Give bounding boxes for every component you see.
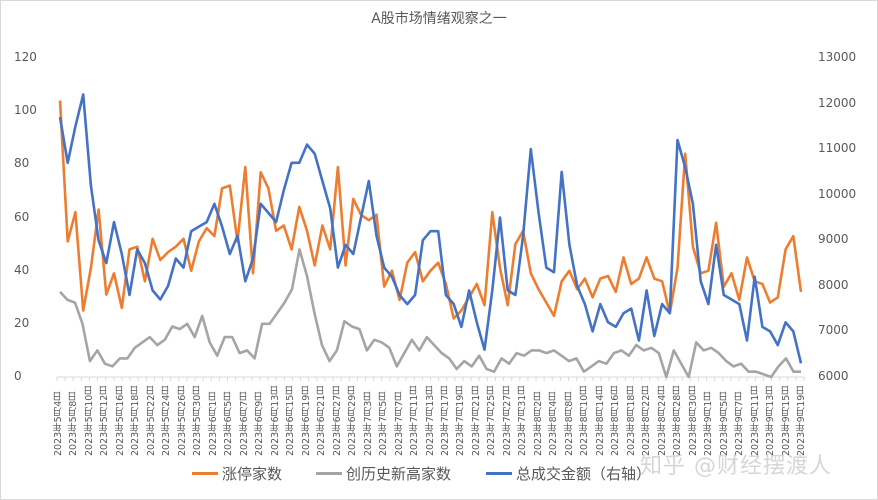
x-tick-label: 2023年6月9日: [254, 391, 266, 456]
x-tick-label: 2023年6月21日: [316, 385, 328, 456]
right-tick-label: 11000: [818, 141, 857, 156]
series-line-2: [58, 93, 803, 364]
x-tick-label: 2023年5月26日: [176, 385, 188, 456]
legend-swatch-gray: [316, 472, 342, 475]
left-tick-label: 20: [14, 315, 30, 330]
x-tick-label: 2023年8月2日: [532, 391, 544, 456]
x-tick-label: 2023年9月11日: [749, 385, 761, 456]
series-line-0: [58, 100, 803, 320]
x-tick-label: 2023年8月24日: [656, 385, 668, 456]
x-tick-label: 2023年8月22日: [641, 385, 653, 456]
legend-swatch-orange: [192, 472, 218, 475]
watermark: 知乎 @财经摆渡人: [640, 454, 832, 479]
x-tick-label: 2023年5月30日: [192, 385, 204, 456]
right-tick-label: 12000: [818, 95, 857, 110]
x-tick-label: 2023年8月18日: [625, 385, 637, 456]
x-tick-label: 2023年7月3日: [362, 391, 374, 456]
x-tick-label: 2023年6月1日: [207, 391, 219, 456]
right-tick-label: 13000: [818, 50, 857, 64]
left-tick-label: 0: [14, 369, 22, 383]
x-tick-label: 2023年5月8日: [68, 391, 80, 456]
x-tick-label: 2023年5月16日: [114, 385, 126, 456]
x-tick-label: 2023年8月30日: [687, 385, 699, 456]
right-tick-label: 10000: [818, 186, 857, 201]
x-tick-label: 2023年9月13日: [765, 385, 777, 456]
x-tick-label: 2023年7月19日: [455, 385, 467, 456]
x-tick-label: 2023年6月5日: [223, 391, 235, 456]
left-tick-label: 40: [14, 262, 30, 277]
x-tick-label: 2023年6月13日: [269, 385, 281, 456]
x-tick-label: 2023年6月15日: [285, 385, 297, 456]
x-tick-label: 2023年9月7日: [734, 391, 746, 456]
chart-title: A股市场情绪观察之一: [371, 11, 507, 27]
x-tick-label: 2023年8月28日: [672, 385, 684, 456]
right-tick-label: 8000: [818, 277, 849, 292]
left-tick-label: 80: [14, 156, 30, 171]
x-tick-label: 2023年5月4日: [53, 391, 64, 456]
left-tick-label: 60: [14, 209, 30, 224]
x-tick-label: 2023年8月4日: [548, 391, 560, 456]
x-tick-label: 2023年5月18日: [130, 385, 142, 456]
x-tick-label: 2023年7月11日: [409, 385, 421, 456]
x-tick-label: 2023年6月19日: [300, 385, 312, 456]
x-tick-label: 2023年7月31日: [517, 385, 529, 456]
x-tick-label: 2023年6月7日: [238, 391, 250, 456]
x-tick-label: 2023年5月12日: [99, 385, 111, 456]
x-tick-label: 2023年9月15日: [780, 385, 792, 456]
x-tick-label: 2023年9月1日: [703, 391, 715, 456]
x-tick-label: 2023年8月16日: [610, 385, 622, 456]
right-tick-label: 6000: [818, 369, 849, 383]
x-tick-label: 2023年8月14日: [594, 385, 606, 456]
legend-label: 总成交金额（右轴）: [516, 465, 652, 483]
x-tick-label: 2023年6月27日: [331, 385, 343, 456]
x-tick-label: 2023年7月21日: [470, 385, 482, 456]
legend-label: 涨停家数: [222, 465, 283, 483]
x-tick-label: 2023年6月29日: [347, 385, 359, 456]
x-tick-label: 2023年7月27日: [501, 385, 513, 456]
legend-label: 创历史新高家数: [346, 465, 452, 483]
x-tick-label: 2023年7月25日: [486, 385, 498, 456]
legend-item-new-highs: 创历史新高家数: [316, 463, 451, 484]
x-tick-label: 2023年7月13日: [424, 385, 436, 456]
x-tick-label: 2023年7月17日: [439, 385, 451, 456]
right-tick-label: 7000: [818, 323, 849, 338]
x-tick-label: 2023年9月5日: [718, 391, 730, 456]
legend-item-turnover: 总成交金额（右轴）: [486, 463, 651, 484]
x-tick-label: 2023年7月7日: [393, 391, 405, 456]
x-tick-label: 2023年5月10日: [83, 385, 95, 456]
x-tick-label: 2023年8月8日: [563, 391, 575, 456]
series-line-1: [59, 248, 801, 379]
legend-item-limit-up: 涨停家数: [192, 463, 282, 484]
legend: 涨停家数 创历史新高家数 总成交金额（右轴）: [0, 463, 878, 487]
x-tick-label: 2023年5月22日: [145, 385, 157, 456]
right-tick-label: 9000: [818, 232, 849, 247]
x-tick-label: 2023年8月10日: [579, 385, 591, 456]
x-tick-label: 2023年5月24日: [161, 385, 173, 456]
left-tick-label: 100: [14, 103, 37, 118]
left-tick-label: 120: [14, 50, 37, 64]
legend-swatch-blue: [486, 472, 512, 475]
x-tick-label: 2023年9月19日: [796, 385, 807, 456]
x-tick-label: 2023年7月5日: [378, 391, 390, 456]
